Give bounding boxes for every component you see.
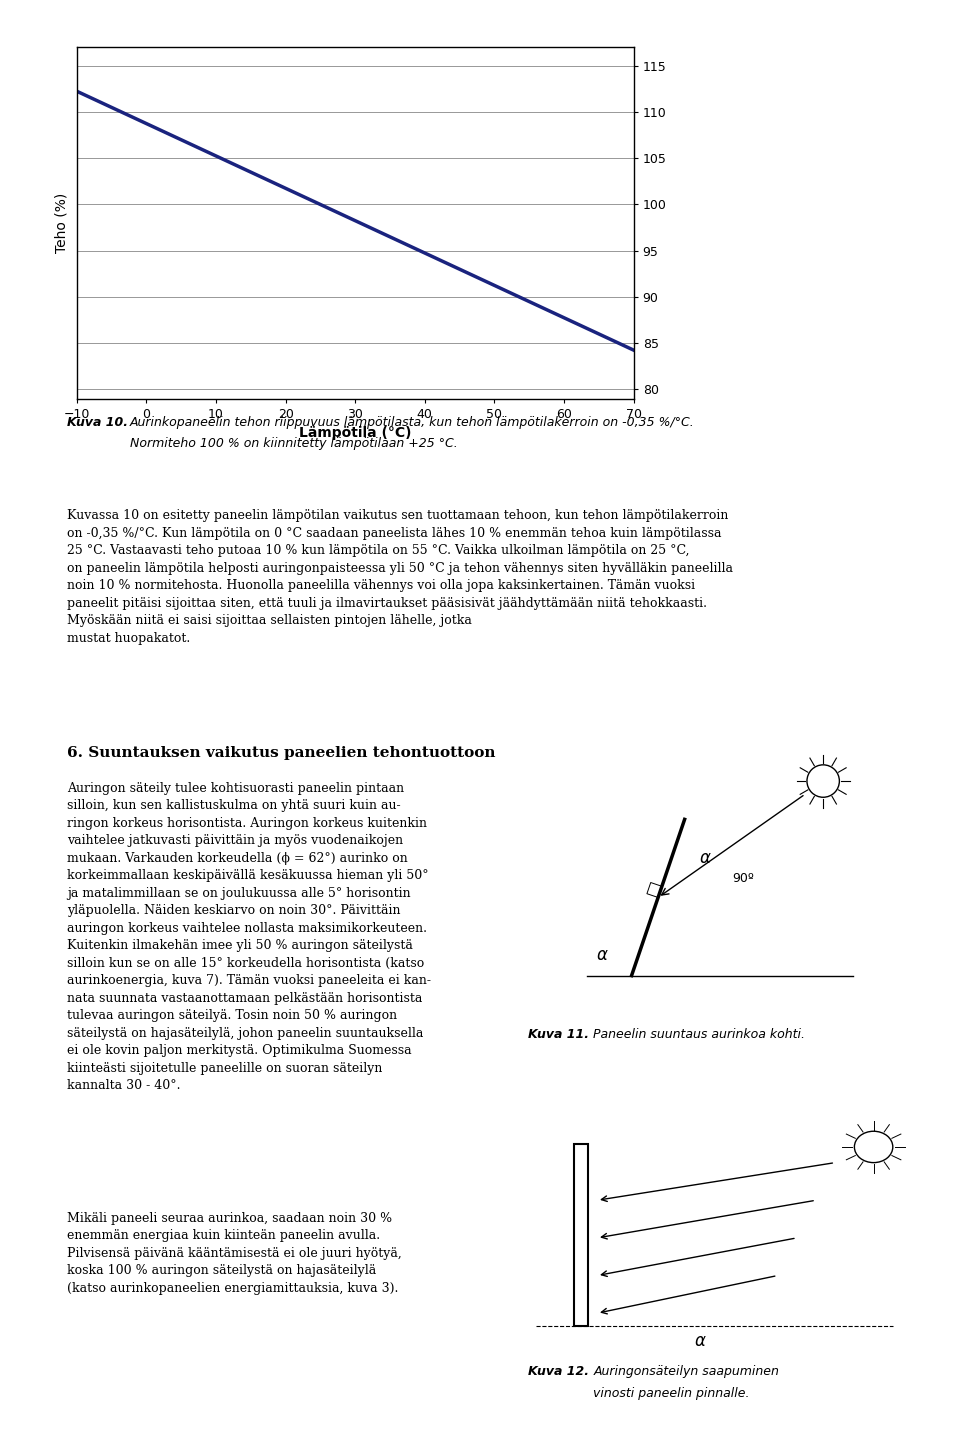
Text: Kuva 11.: Kuva 11. (528, 1028, 589, 1041)
Text: Kuva 10.: Kuva 10. (67, 416, 129, 429)
Text: 90º: 90º (732, 872, 755, 885)
Text: Auringonsäteilyn saapuminen: Auringonsäteilyn saapuminen (593, 1365, 780, 1378)
Text: Kuva 12.: Kuva 12. (528, 1365, 589, 1378)
Y-axis label: Teho (%): Teho (%) (55, 192, 68, 254)
Text: Normiteho 100 % on kiinnitetty lämpötilaan +25 °C.: Normiteho 100 % on kiinnitetty lämpötila… (130, 437, 457, 450)
Text: Kuvassa 10 on esitetty paneelin lämpötilan vaikutus sen tuottamaan tehoon, kun t: Kuvassa 10 on esitetty paneelin lämpötil… (67, 509, 733, 644)
Text: Auringon säteily tulee kohtisuorasti paneelin pintaan
silloin, kun sen kallistus: Auringon säteily tulee kohtisuorasti pan… (67, 782, 431, 1093)
Text: Aurinkopaneelin tehon riippuvuus lämpötilasta, kun tehon lämpötilakerroin on -0,: Aurinkopaneelin tehon riippuvuus lämpöti… (130, 416, 694, 429)
Bar (574, 1144, 588, 1325)
X-axis label: Lämpötila (°C): Lämpötila (°C) (299, 426, 412, 440)
Text: Mikäli paneeli seuraa aurinkoa, saadaan noin 30 %
enemmän energiaa kuin kiinteän: Mikäli paneeli seuraa aurinkoa, saadaan … (67, 1212, 402, 1295)
Text: $\alpha$: $\alpha$ (694, 1332, 708, 1351)
Text: $\alpha$: $\alpha$ (699, 849, 711, 866)
Text: vinosti paneelin pinnalle.: vinosti paneelin pinnalle. (593, 1387, 750, 1400)
Text: $\alpha$: $\alpha$ (596, 946, 609, 964)
Text: Paneelin suuntaus aurinkoa kohti.: Paneelin suuntaus aurinkoa kohti. (593, 1028, 805, 1041)
Text: 6. Suuntauksen vaikutus paneelien tehontuottoon: 6. Suuntauksen vaikutus paneelien tehont… (67, 746, 495, 760)
